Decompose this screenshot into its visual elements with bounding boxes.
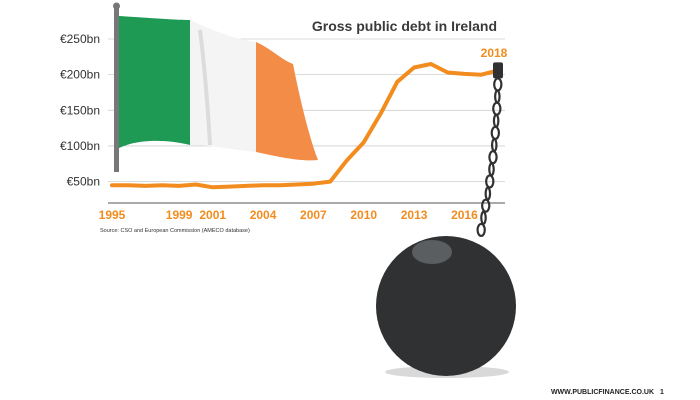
iron-ball — [376, 236, 516, 376]
data-point — [396, 81, 398, 83]
x-tick-label: 2010 — [350, 208, 377, 222]
data-point — [228, 186, 231, 188]
data-point — [279, 184, 281, 186]
end-year-label: 2018 — [481, 46, 508, 60]
data-point — [161, 184, 163, 186]
chain-shackle — [493, 62, 503, 79]
data-point — [346, 159, 348, 161]
chain-link — [494, 89, 501, 104]
data-point — [312, 183, 314, 185]
chain-link — [490, 125, 501, 141]
data-point — [430, 63, 432, 65]
data-point — [262, 184, 264, 186]
chain-link — [480, 210, 487, 225]
data-point — [329, 181, 331, 183]
x-tick-label: 2007 — [300, 208, 327, 222]
chain-link — [492, 101, 502, 116]
y-tick-label: €150bn — [60, 103, 100, 117]
y-tick-label: €250bn — [60, 32, 100, 46]
data-point — [480, 74, 482, 76]
x-tick-label: 2004 — [250, 208, 277, 222]
flag-green-band — [119, 16, 190, 148]
footer-site: WWW.PUBLICFINANCE.CO.UK — [551, 389, 654, 396]
ball-highlight — [412, 240, 452, 264]
flag-orange-band — [256, 42, 318, 161]
x-tick-label: 1999 — [166, 208, 193, 222]
data-point — [413, 66, 415, 69]
data-point — [245, 185, 247, 187]
source-note: Source: CSO and European Commission (AME… — [100, 228, 250, 234]
data-point — [178, 185, 180, 187]
x-axis: 1995 1999 2001 2004 2007 2010 2013 2016 — [99, 208, 478, 222]
y-tick-label: €50bn — [67, 175, 100, 189]
chart-title: Gross public debt in Ireland — [312, 18, 497, 34]
flag-pole-finial — [113, 2, 120, 10]
flag-fold — [198, 29, 212, 146]
footer-page-number: 1 — [660, 389, 664, 396]
chain-link — [476, 222, 486, 238]
chain-link — [490, 137, 498, 153]
data-point — [463, 73, 466, 75]
data-point — [212, 186, 214, 188]
debt-line — [110, 62, 500, 190]
data-point — [379, 113, 382, 115]
chain-link — [492, 113, 500, 128]
data-point — [111, 184, 113, 186]
data-point — [144, 185, 147, 187]
chain-link — [484, 186, 492, 201]
chain-link — [481, 198, 491, 213]
data-point — [128, 184, 130, 186]
flag-pole — [114, 4, 119, 172]
y-tick-label: €100bn — [60, 139, 100, 153]
y-tick-label: €200bn — [60, 68, 100, 82]
series-line — [110, 62, 500, 190]
ball-and-chain-icon — [376, 62, 516, 378]
irish-flag-icon — [113, 2, 318, 172]
data-point — [296, 183, 298, 186]
data-point — [363, 141, 365, 143]
chain-link — [493, 77, 503, 92]
x-tick-label: 2016 — [451, 208, 478, 222]
data-point — [447, 71, 449, 74]
chain-link — [488, 150, 498, 165]
data-point — [195, 183, 197, 186]
x-tick-label: 2013 — [401, 208, 428, 222]
x-tick-label: 1995 — [99, 208, 126, 222]
x-tick-label: 2001 — [199, 208, 226, 222]
y-axis: €50bn €100bn €150bn €200bn €250bn — [60, 32, 100, 189]
chain-link — [488, 162, 495, 177]
